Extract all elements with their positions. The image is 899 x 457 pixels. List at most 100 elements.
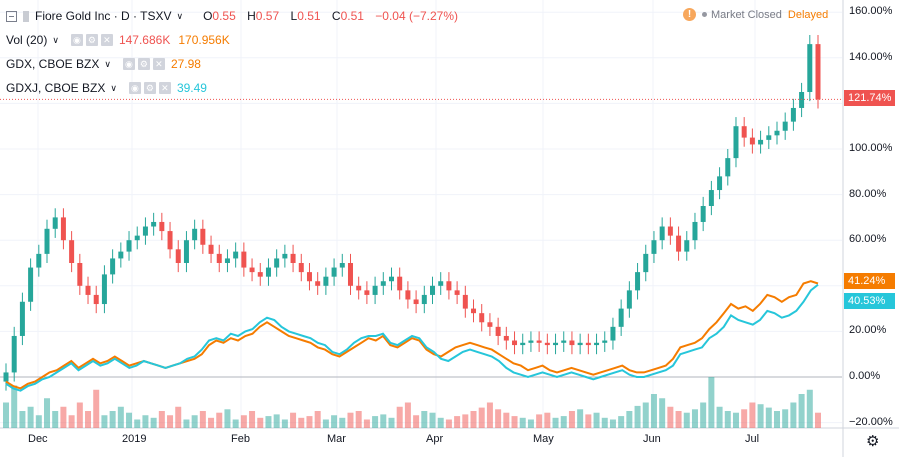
volume-bar [716,406,723,428]
candle-body [553,342,559,346]
remove-icon[interactable]: ✕ [100,34,113,46]
remove-icon[interactable]: ✕ [152,58,165,70]
candle-body [602,340,608,343]
candle-body [85,285,91,295]
remove-icon[interactable]: ✕ [158,82,171,94]
candle-body [700,206,706,222]
volume-ma-value: 170.956K [178,33,230,47]
study-legend-volume[interactable]: Vol (20) ∨ ◉ ⚙ ✕ 147.686K 170.956K [6,33,230,47]
volume-bar [85,411,92,428]
candle-body [495,326,501,336]
open-value: 0.55 [212,9,236,23]
candle-body [528,340,534,343]
market-closed-label: Market Closed [711,8,782,21]
volume-bar [782,409,789,428]
volume-bar [421,411,428,428]
study-name[interactable]: GDX, CBOE BZX [6,57,100,71]
settings-icon[interactable]: ⚙ [137,58,150,70]
candle-body [331,267,337,277]
y-tick-label: −20.00% [849,415,893,428]
volume-value: 147.686K [118,33,171,47]
volume-bar [626,411,633,428]
study-legend-gdx[interactable]: GDX, CBOE BZX ∨ ◉ ⚙ ✕ 27.98 [6,57,201,71]
candle-body [512,340,518,346]
x-tick-label: Dec [28,433,48,445]
main-symbol-legend[interactable]: Fiore Gold Inc · D · TSXV ∨ O0.55 H0.57 … [6,9,458,23]
delayed-label: Delayed [787,8,829,21]
volume-bar [76,402,83,428]
candle-body [142,226,148,236]
high-value: 0.57 [255,9,280,23]
volume-bar [667,406,674,428]
volume-bar [396,406,403,428]
settings-icon[interactable]: ⚙ [85,34,98,46]
volume-bar [478,407,485,428]
warning-icon[interactable]: ! [683,8,696,21]
volume-bar [683,412,690,428]
volume-bar [3,402,9,428]
candle-body [290,253,296,263]
candle-body [200,228,206,245]
low-value: 0.51 [297,9,321,23]
chevron-down-icon[interactable]: ∨ [176,10,184,21]
volume-bar [52,411,59,428]
collapse-legend-icon[interactable] [6,10,17,22]
volume-bar [815,412,821,428]
visibility-icon[interactable]: ◉ [128,82,141,94]
volume-bar [618,416,625,428]
volume-bar [691,409,698,428]
volume-bar [552,417,559,428]
candle-body [471,308,477,314]
study-name[interactable]: Vol (20) [6,33,48,47]
x-tick-label: May [533,433,554,445]
visibility-icon[interactable]: ◉ [122,58,135,70]
x-tick-label: Jul [745,433,760,445]
chevron-down-icon[interactable]: ∨ [52,34,59,45]
candle-body [44,228,50,254]
candle-body [741,126,747,138]
gear-icon[interactable]: ⚙ [866,433,880,450]
study-name[interactable]: GDXJ, CBOE BZX [6,81,106,95]
x-tick-label: Mar [327,433,346,445]
price-tag: 41.24% [844,273,895,289]
candle-body [782,121,788,131]
candle-body [52,217,58,229]
settings-icon[interactable]: ⚙ [143,82,156,94]
candle-body [717,176,723,191]
candle-body [356,285,362,291]
y-tick-label: 100.00% [849,142,893,154]
chevron-down-icon[interactable]: ∨ [110,82,117,93]
candle-body [118,251,124,259]
market-status: ! Market Closed Delayed [683,8,828,21]
study-legend-gdxj[interactable]: GDXJ, CBOE BZX ∨ ◉ ⚙ ✕ 39.49 [6,81,207,95]
candle-body [380,281,386,286]
volume-bar [429,412,436,428]
volume-bar [273,414,280,428]
volume-bar [60,406,67,428]
volume-bar [109,411,116,428]
candle-body [790,107,796,122]
candle-body [224,258,230,263]
candle-body [577,342,583,346]
visibility-icon[interactable]: ◉ [70,34,83,46]
volume-bar [536,414,543,428]
candle-body [561,340,567,343]
candle-body [610,326,616,341]
volume-bar [503,412,510,428]
chevron-down-icon[interactable]: ∨ [104,58,111,69]
candle-body [462,294,468,309]
volume-bar [568,411,575,428]
volume-bar [224,409,231,428]
candle-body [479,313,485,323]
gdx-value: 27.98 [170,57,201,71]
candle-body [413,299,419,305]
volume-bar [44,398,51,428]
volume-bar [232,419,239,428]
volume-bar [199,411,206,428]
candle-body [151,221,157,227]
symbol-title[interactable]: Fiore Gold Inc · D · TSXV [35,9,172,23]
volume-bar [732,412,739,428]
candle-body [101,274,107,305]
